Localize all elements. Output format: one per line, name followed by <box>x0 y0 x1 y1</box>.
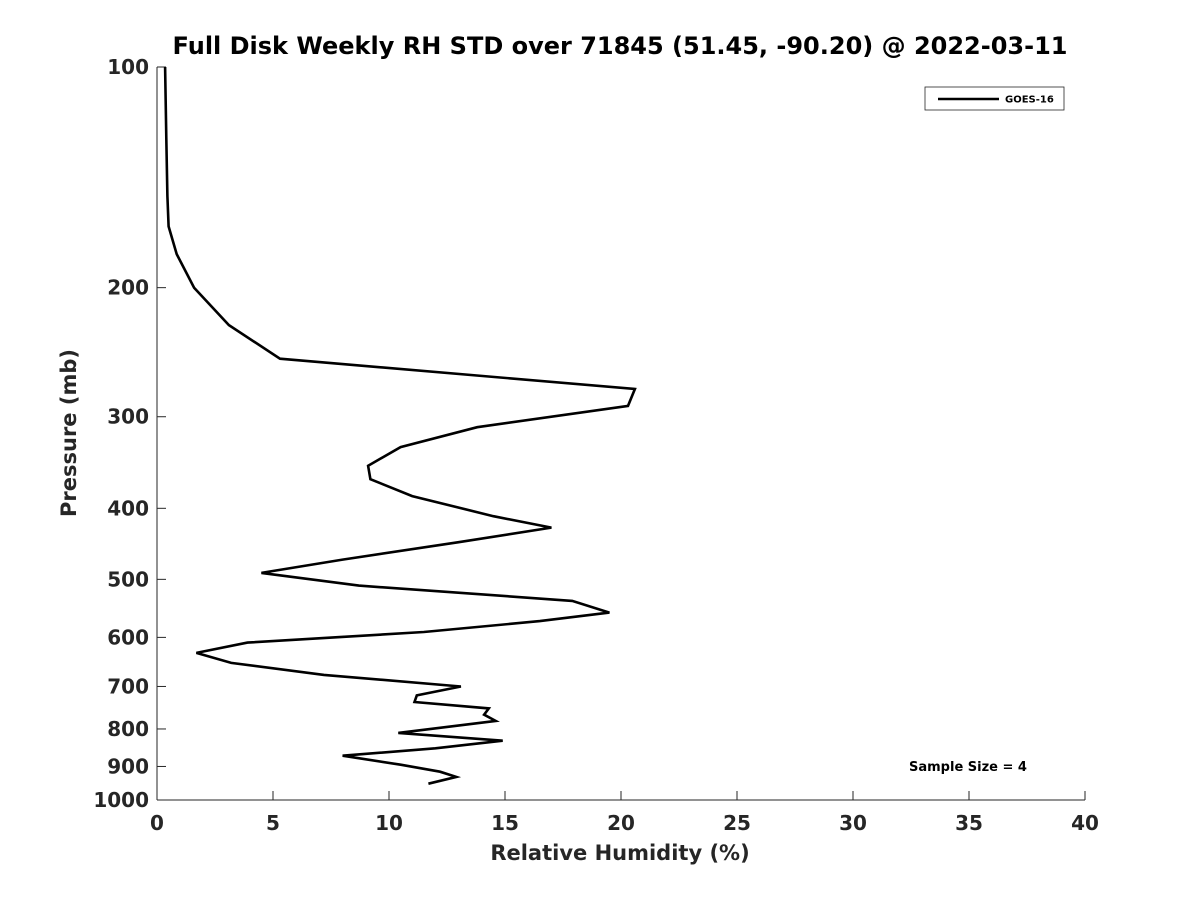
x-axis-label: Relative Humidity (%) <box>490 841 749 865</box>
x-tick-label: 35 <box>955 811 983 835</box>
series-line-goes-16 <box>163 66 637 785</box>
y-tick-label: 200 <box>107 276 149 300</box>
y-tick-label: 800 <box>107 717 149 741</box>
x-tick-label: 10 <box>375 811 403 835</box>
y-tick-label: 1000 <box>93 788 149 812</box>
x-tick-label: 40 <box>1071 811 1099 835</box>
y-tick-label: 100 <box>107 55 149 79</box>
x-tick-label: 20 <box>607 811 635 835</box>
series-layer <box>163 66 637 785</box>
y-tick-label: 600 <box>107 625 149 649</box>
y-tick-label: 700 <box>107 674 149 698</box>
legend-label-goes-16: GOES-16 <box>1005 95 1054 106</box>
x-axis-ticks: 0 5 10 15 20 25 30 35 40 <box>150 791 1099 835</box>
y-tick-label: 300 <box>107 405 149 429</box>
y-axis-label: Pressure (mb) <box>57 349 81 517</box>
y-axis-ticks: 100 200 300 400 500 600 700 800 900 1000 <box>93 55 166 812</box>
x-tick-label: 5 <box>266 811 280 835</box>
x-tick-label: 0 <box>150 811 164 835</box>
y-tick-label: 500 <box>107 567 149 591</box>
chart-title: Full Disk Weekly RH STD over 71845 (51.4… <box>173 32 1068 60</box>
x-tick-label: 25 <box>723 811 751 835</box>
plot-area: 0 5 10 15 20 25 30 35 40 100 200 300 400 500 600 700 80… <box>93 55 1099 835</box>
y-tick-label: 900 <box>107 754 149 778</box>
sample-size-annotation: Sample Size = 4 <box>909 760 1027 775</box>
y-tick-label: 400 <box>107 496 149 520</box>
legend: GOES-16 <box>924 86 1065 111</box>
x-tick-label: 30 <box>839 811 867 835</box>
x-tick-label: 15 <box>491 811 519 835</box>
